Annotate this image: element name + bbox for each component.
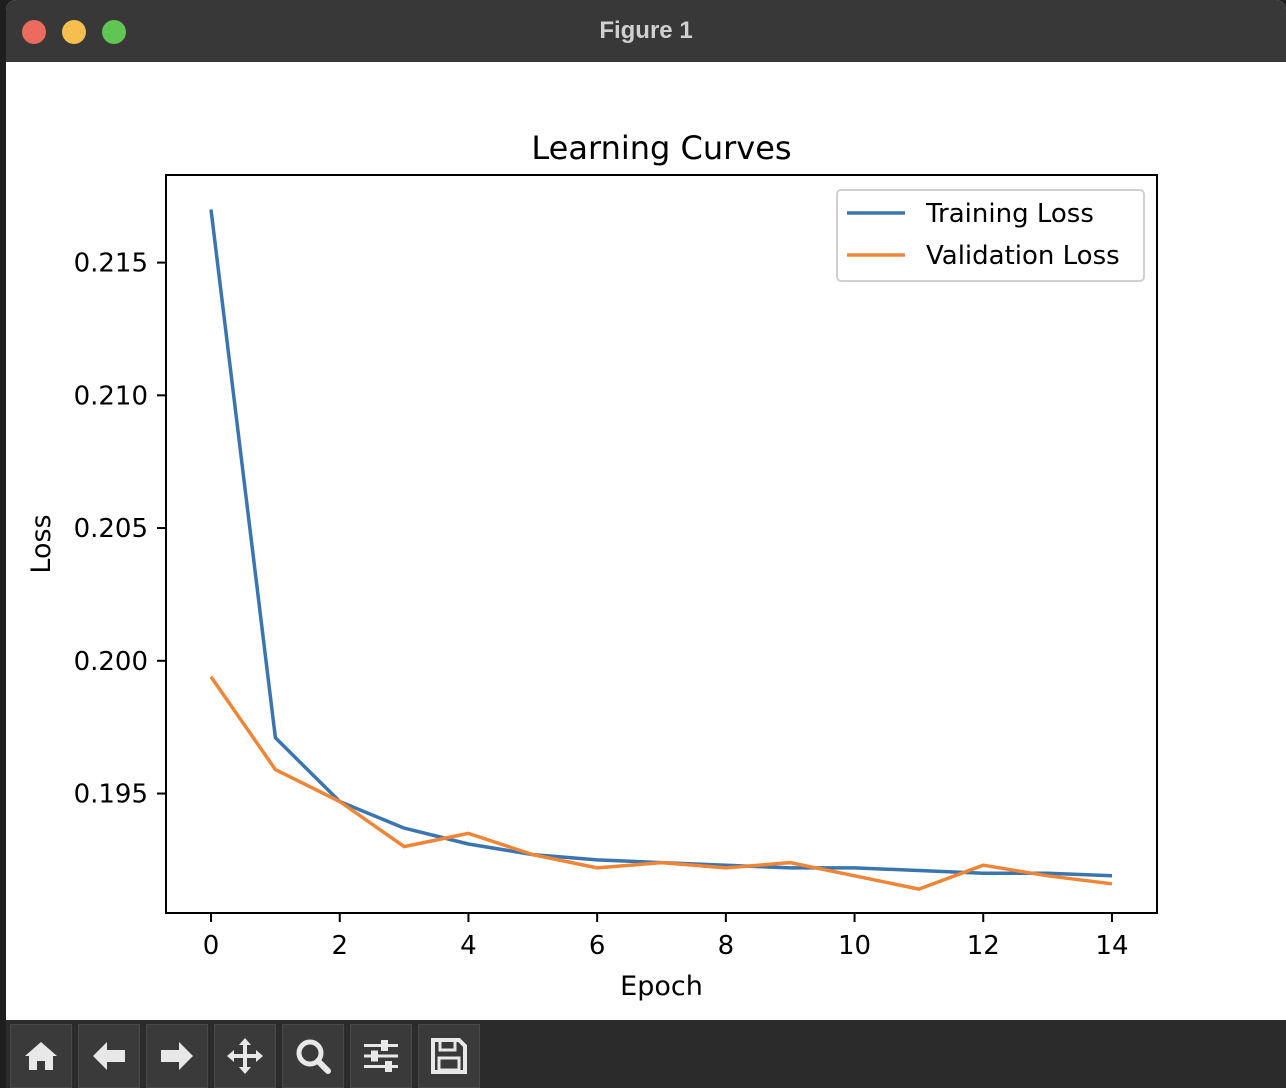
legend-box <box>836 189 1145 282</box>
pan-button[interactable] <box>214 1024 276 1088</box>
forward-button[interactable] <box>146 1024 208 1088</box>
series-line-validation <box>209 675 1113 891</box>
save-button[interactable] <box>418 1024 480 1088</box>
x-tick-label: 12 <box>967 931 1000 961</box>
y-tick-label: 0.205 <box>74 514 148 544</box>
y-tick-label: 0.195 <box>74 780 148 810</box>
x-tick-label: 8 <box>718 931 735 961</box>
x-axis-label: Epoch <box>620 971 703 1002</box>
arrow-left-icon <box>93 1042 125 1070</box>
home-icon <box>25 1042 57 1070</box>
floppy-disk-icon <box>431 1038 467 1074</box>
chart-title: Learning Curves <box>531 129 791 167</box>
arrow-right-icon <box>161 1042 193 1070</box>
y-tick-label: 0.215 <box>74 249 148 279</box>
title-bar[interactable]: Figure 1 <box>6 0 1286 63</box>
figure-canvas[interactable]: Learning Curves 0 2 4 6 8 10 12 14 0.195 0.200 0.20… <box>6 62 1286 1020</box>
figure-window: Figure 1 Learning Curves 0 2 4 6 8 10 12 14 0.195… <box>6 0 1286 1088</box>
y-tick-label: 0.210 <box>74 381 148 411</box>
x-tick-label: 2 <box>331 931 348 961</box>
legend-label: Training Loss <box>925 199 1094 229</box>
move-icon <box>227 1038 263 1074</box>
magnifier-icon <box>296 1039 331 1074</box>
y-axis-label: Loss <box>26 514 57 573</box>
configure-subplots-button[interactable] <box>350 1024 412 1088</box>
back-button[interactable] <box>78 1024 140 1088</box>
home-button[interactable] <box>10 1024 72 1088</box>
series-line-training <box>209 209 1113 878</box>
x-tick-label: 6 <box>589 931 606 961</box>
x-tick-label: 14 <box>1095 931 1128 961</box>
minimize-window-button[interactable] <box>62 20 86 44</box>
x-tick-label: 10 <box>838 931 871 961</box>
window-title: Figure 1 <box>599 17 693 44</box>
navigation-toolbar <box>6 1020 1286 1088</box>
y-tick-label: 0.200 <box>74 647 148 677</box>
line-chart: Learning Curves 0 2 4 6 8 10 12 14 0.195 0.200 0.20… <box>26 129 1158 1002</box>
x-tick-label: 0 <box>203 931 220 961</box>
close-window-button[interactable] <box>22 20 46 44</box>
legend-label: Validation Loss <box>926 241 1120 271</box>
maximize-window-button[interactable] <box>102 20 126 44</box>
zoom-button[interactable] <box>282 1024 344 1088</box>
sliders-icon <box>364 1040 398 1072</box>
axes-frame <box>165 174 1158 914</box>
x-tick-label: 4 <box>460 931 477 961</box>
